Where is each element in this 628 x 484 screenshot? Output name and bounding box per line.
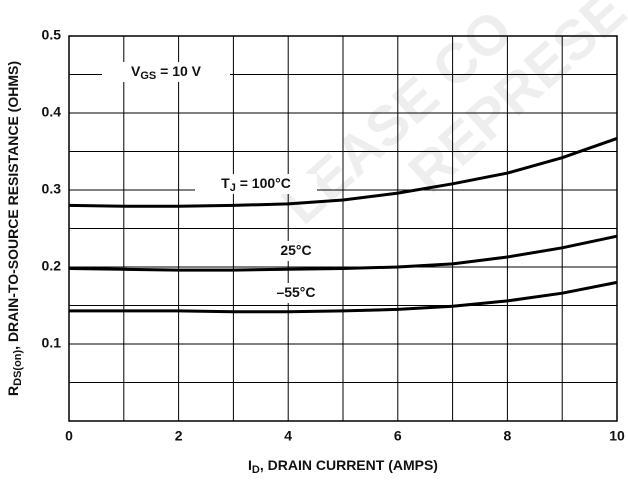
series-line [68,234,618,272]
x-axis-label-part: D [252,464,260,476]
x-tick-label: 2 [175,428,183,444]
x-tick-label: 6 [394,428,402,444]
annotation-part: = 10 V [156,63,201,79]
y-axis-label: RDS(on), DRAIN-TO-SOURCE RESISTANCE (OHM… [5,61,24,396]
series-line [69,280,618,314]
series-label: TJ = 100°C [221,175,291,194]
x-axis-label: ID, DRAIN CURRENT (AMPS) [248,457,438,476]
x-tick-label: 8 [504,428,512,444]
label-bg [195,174,317,194]
series-label-part: T [221,175,230,191]
annotation: VGS = 10 V [131,63,202,82]
y-tick-label: 0.4 [42,104,62,120]
annotation-part: V [131,63,141,79]
annotation-part: GS [140,70,156,82]
y-axis-label-part: , DRAIN-TO-SOURCE RESISTANCE (OHMS) [5,61,21,350]
series-label-part: 25°C [280,242,311,258]
series-label-part: J [230,182,236,194]
y-tick-label: 0.2 [42,258,62,274]
x-tick-label: 10 [609,428,625,444]
y-tick-label: 0.1 [42,335,62,351]
x-axis-label-part: , DRAIN CURRENT (AMPS) [260,457,438,473]
series-label-part: = 100°C [236,175,291,191]
y-tick-label: 0.5 [42,27,62,43]
series-label: –55°C [276,284,315,300]
y-axis-label-part: DS(on) [12,349,24,385]
label-bg [271,241,321,261]
plot-frame [68,35,618,422]
x-tick-label: 0 [65,428,73,444]
y-tick-label: 0.3 [42,181,62,197]
series-label-part: –55°C [276,284,315,300]
series-line [68,136,618,208]
series-label: 25°C [280,242,311,258]
label-bg [102,62,230,82]
x-axis-label-part: I [248,457,252,473]
y-axis-label-part: R [5,386,21,396]
x-tick-label: 4 [284,428,292,444]
label-bg [268,283,324,303]
